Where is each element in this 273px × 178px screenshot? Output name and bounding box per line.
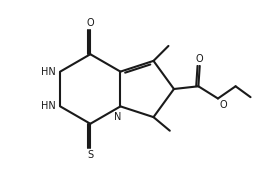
Text: N: N bbox=[114, 112, 121, 122]
Text: S: S bbox=[87, 150, 93, 160]
Text: O: O bbox=[219, 100, 227, 110]
Text: HN: HN bbox=[41, 101, 56, 111]
Text: O: O bbox=[196, 54, 204, 64]
Text: O: O bbox=[87, 18, 94, 28]
Text: HN: HN bbox=[41, 67, 56, 77]
